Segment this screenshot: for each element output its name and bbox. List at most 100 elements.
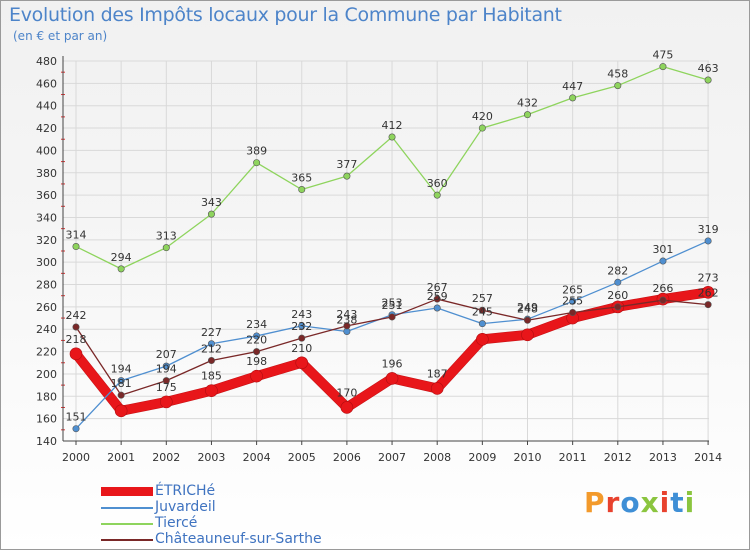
y-tick-label: 300: [36, 256, 57, 269]
series-2-point: [162, 244, 170, 252]
data-label: 243: [336, 308, 357, 321]
y-tick-label: 220: [36, 346, 57, 359]
series-0-point: [385, 372, 399, 385]
data-label: 212: [201, 343, 222, 356]
series-3-point: [253, 348, 261, 356]
legend-swatch-tierce: [101, 523, 153, 525]
legend-label-tierce: Tiercé: [155, 515, 198, 531]
data-label: 187: [427, 367, 448, 380]
series-2-point: [433, 191, 441, 199]
series-3-point: [117, 391, 125, 399]
data-label: 251: [382, 299, 403, 312]
series-0-point: [295, 356, 309, 370]
legend-swatch-etriche: [101, 487, 153, 496]
y-tick-label: 240: [36, 323, 57, 336]
data-label: 227: [201, 326, 222, 339]
series-3-point: [72, 323, 80, 331]
x-tick-label: 2005: [288, 451, 316, 464]
data-label: 194: [111, 363, 132, 376]
chart-legend: ÉTRICHé Juvardeil Tiercé Châteauneuf-sur…: [101, 483, 401, 548]
series-1-point: [298, 322, 306, 330]
data-label: 245: [472, 306, 493, 319]
data-label: 267: [427, 281, 448, 294]
x-tick-label: 2006: [333, 451, 361, 464]
x-tick-label: 2009: [468, 451, 496, 464]
data-label: 255: [562, 294, 583, 307]
data-label: 365: [291, 172, 312, 185]
y-tick-label: 480: [36, 55, 57, 68]
series-3-point: [569, 308, 577, 316]
x-tick-label: 2001: [107, 451, 135, 464]
x-tick-label: 2007: [378, 451, 406, 464]
data-label: 273: [698, 271, 719, 284]
y-tick-label: 280: [36, 279, 57, 292]
logo-letter: t: [670, 486, 685, 519]
series-2-point: [117, 265, 125, 273]
data-label: 262: [698, 287, 719, 300]
data-label: 242: [66, 309, 87, 322]
data-label: 343: [201, 196, 222, 209]
legend-item-tierce: Tiercé: [101, 515, 401, 532]
logo-letter: o: [620, 486, 641, 519]
logo-letter: r: [605, 486, 621, 519]
legend-label-chateauneuf: Châteauneuf-sur-Sarthe: [155, 531, 322, 547]
y-tick-label: 340: [36, 211, 57, 224]
x-tick-label: 2004: [243, 451, 271, 464]
series-2-point: [659, 63, 667, 71]
series-2-point: [207, 210, 215, 218]
legend-label-juvardeil: Juvardeil: [155, 499, 216, 515]
series-1-point: [72, 425, 80, 433]
x-tick-label: 2000: [62, 451, 90, 464]
series-2-point: [72, 243, 80, 251]
series-0-point: [205, 384, 218, 398]
data-label: 248: [517, 302, 538, 315]
y-tick-label: 180: [36, 390, 57, 403]
y-tick-label: 140: [36, 435, 57, 448]
data-label: 420: [472, 110, 493, 123]
y-tick-label: 440: [36, 100, 57, 113]
x-tick-label: 2014: [694, 451, 722, 464]
series-1-point: [704, 237, 712, 245]
series-2-point: [298, 186, 306, 194]
data-label: 234: [246, 318, 267, 331]
data-label: 301: [652, 243, 673, 256]
legend-label-etriche: ÉTRICHé: [155, 483, 216, 499]
series-0-point: [160, 395, 173, 409]
logo-letter: x: [640, 486, 660, 519]
series-0-point: [114, 404, 128, 418]
x-tick-label: 2013: [649, 451, 677, 464]
legend-item-chateauneuf: Châteauneuf-sur-Sarthe: [101, 531, 401, 548]
data-label: 282: [607, 264, 628, 277]
series-0-point: [69, 347, 83, 361]
data-label: 458: [607, 68, 628, 81]
data-label: 210: [291, 342, 312, 355]
series-3-point: [614, 303, 622, 311]
data-label: 218: [66, 333, 87, 346]
x-tick-label: 2010: [514, 451, 542, 464]
data-label: 220: [246, 334, 267, 347]
data-label: 319: [698, 223, 719, 236]
series-3-point: [298, 334, 306, 342]
series-0-point: [701, 286, 715, 299]
data-label: 463: [698, 62, 719, 75]
series-1-point: [207, 340, 215, 348]
chart-subtitle: (en € et par an): [13, 29, 108, 43]
data-label: 265: [562, 283, 583, 296]
series-3-point: [388, 313, 396, 321]
data-label: 432: [517, 97, 538, 110]
data-label: 253: [382, 297, 403, 310]
y-tick-label: 200: [36, 368, 57, 381]
series-3-point: [433, 295, 441, 303]
series-3-point: [162, 377, 170, 385]
legend-item-juvardeil: Juvardeil: [101, 499, 401, 516]
chart-title: Evolution des Impôts locaux pour la Comm…: [9, 4, 562, 26]
series-1-point: [253, 332, 261, 340]
data-label: 389: [246, 145, 267, 158]
series-2-point: [523, 111, 531, 119]
data-label: 266: [652, 282, 673, 295]
series-1-point: [433, 304, 441, 312]
series-1-point: [569, 297, 577, 305]
data-label: 170: [336, 386, 357, 399]
